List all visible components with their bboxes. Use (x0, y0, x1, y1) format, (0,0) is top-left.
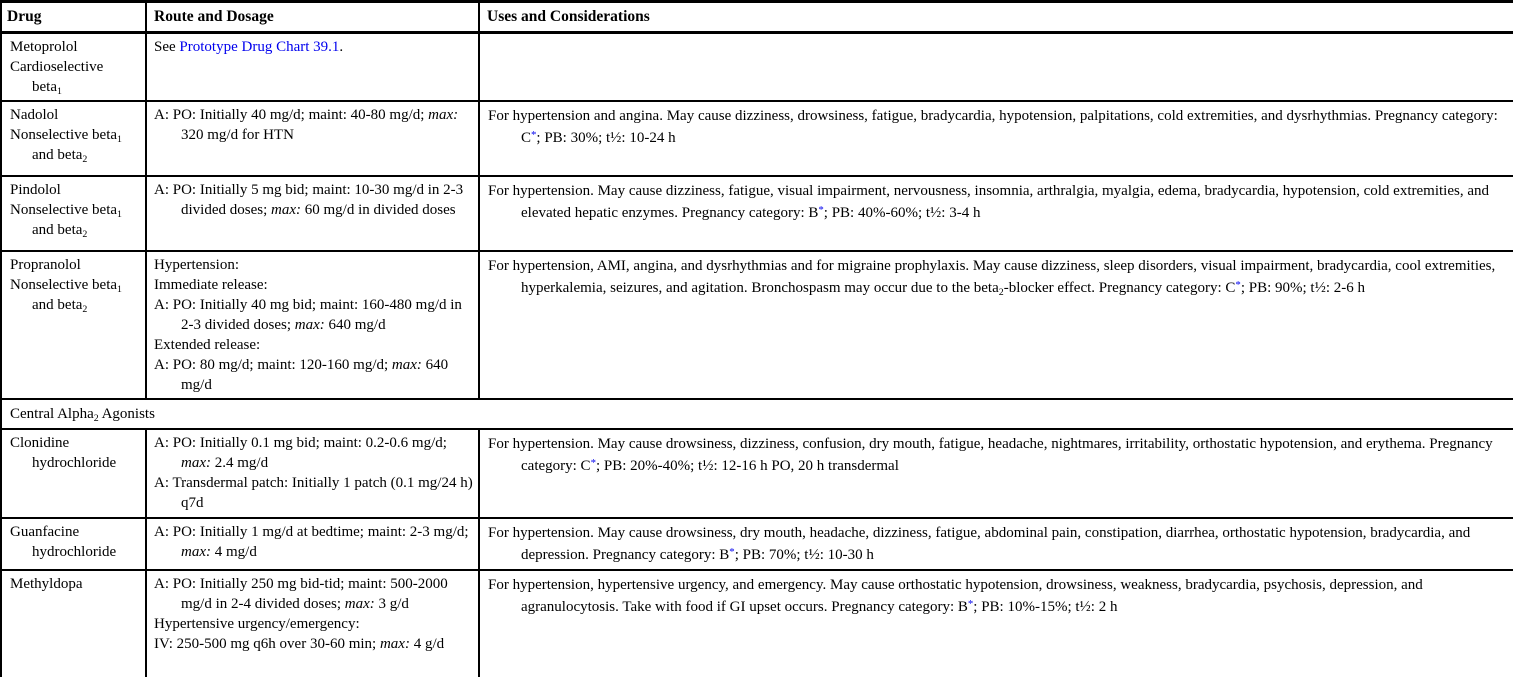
drug-name-line: Cardioselective (10, 59, 104, 75)
route-and-dosage-cell: A: PO: Initially 40 mg/d; maint: 40-80 m… (145, 100, 480, 177)
uses-paragraph: For hypertension. May cause dizziness, f… (488, 183, 1489, 221)
prototype-drug-chart-39-1-link[interactable]: Prototype Drug Chart 39.1 (179, 39, 340, 55)
drug-name-line: and beta2 (32, 222, 88, 240)
uses-and-considerations-cell: For hypertension, AMI, angina, and dysrh… (478, 250, 1513, 400)
uses-paragraph: For hypertension, AMI, angina, and dysrh… (488, 258, 1496, 298)
drug-name-line: Nonselective beta1 (10, 127, 122, 145)
route-dosage-paragraph: Immediate release: (154, 277, 268, 293)
text-segment: max: (344, 596, 375, 612)
drug-cell: Guanfacine hydrochloride (0, 517, 147, 571)
drug-cell: Methyldopa (0, 569, 147, 677)
uses-and-considerations-cell: For hypertension. May cause dizziness, f… (478, 175, 1513, 252)
table-row: Metoprolol Cardioselective beta1 See Proto… (0, 31, 1513, 102)
route-and-dosage-cell: See Prototype Drug Chart 39.1. (145, 31, 480, 102)
drug-name-line: Propranolol (10, 257, 81, 273)
route-dosage-paragraph: Hypertensive urgency/emergency: (154, 616, 360, 632)
route-dosage-paragraph: A: PO: 80 mg/d; maint: 120-160 mg/d; max… (154, 357, 449, 393)
route-and-dosage-cell: A: PO: Initially 250 mg bid-tid; maint: … (145, 569, 480, 677)
route-dosage-paragraph: A: PO: Initially 1 mg/d at bedtime; main… (154, 524, 469, 560)
drug-cell: Propranolol Nonselective beta1 and beta2 (0, 250, 147, 400)
text-segment: max: (379, 636, 410, 652)
uses-and-considerations-cell: For hypertension, hypertensive urgency, … (478, 569, 1513, 677)
text-segment: 1 (117, 283, 122, 295)
drug-name-line: and beta2 (32, 147, 88, 165)
footnote-asterisk: * (1235, 279, 1241, 292)
table-row: Clonidine hydrochloride A: PO: Initially … (0, 428, 1513, 519)
route-dosage-paragraph: Hypertension: (154, 257, 239, 273)
text-segment: 1 (117, 208, 122, 220)
drug-name-line: Metoprolol (10, 39, 78, 55)
table-body: Metoprolol Cardioselective beta1 See Proto… (0, 31, 1513, 677)
drug-name-line: Methyldopa (10, 576, 83, 592)
drug-name-line: Clonidine (10, 435, 70, 451)
drug-name-line: Nadolol (10, 107, 59, 123)
section-header-row: Central Alpha2 Agonists (0, 398, 1513, 430)
footnote-asterisk: * (818, 204, 824, 217)
drug-name-line: Nonselective beta1 (10, 202, 122, 220)
route-dosage-paragraph: A: PO: Initially 40 mg bid; maint: 160-4… (154, 297, 462, 333)
uses-and-considerations-cell: For hypertension and angina. May cause d… (478, 100, 1513, 177)
drug-name-line: Nonselective beta1 (10, 277, 122, 295)
table-row: Pindolol Nonselective beta1 and beta2 A: P… (0, 175, 1513, 252)
route-dosage-paragraph: A: PO: Initially 250 mg bid-tid; maint: … (154, 576, 448, 612)
footnote-asterisk: * (531, 129, 537, 142)
uses-paragraph: For hypertension, hypertensive urgency, … (488, 577, 1423, 615)
text-segment: 2 (82, 153, 88, 165)
drug-cell: Nadolol Nonselective beta1 and beta2 (0, 100, 147, 177)
text-segment: max: (181, 544, 211, 560)
drug-cell: Clonidine hydrochloride (0, 428, 147, 519)
section-header-cell: Central Alpha2 Agonists (0, 398, 1513, 430)
drug-name-line: and beta2 (32, 297, 88, 315)
drug-cell: Pindolol Nonselective beta1 and beta2 (0, 175, 147, 252)
uses-and-considerations-cell (478, 31, 1513, 102)
table-row: Nadolol Nonselective beta1 and beta2 A: PO… (0, 100, 1513, 177)
footnote-asterisk: * (590, 457, 596, 470)
route-dosage-paragraph: A: PO: Initially 5 mg bid; maint: 10-30 … (154, 182, 464, 218)
table-row: Propranolol Nonselective beta1 and beta2 H… (0, 250, 1513, 400)
uses-paragraph: For hypertension. May cause drowsiness, … (488, 436, 1493, 474)
text-segment: 2 (998, 286, 1004, 298)
drug-name-line: Guanfacine (10, 524, 80, 540)
drug-name-line: hydrochloride (32, 544, 117, 560)
route-and-dosage-cell: A: PO: Initially 0.1 mg bid; maint: 0.2-… (145, 428, 480, 519)
text-segment: max: (391, 357, 422, 373)
route-dosage-paragraph: IV: 250-500 mg q6h over 30-60 min; max: … (154, 636, 445, 652)
table-header: Drug Route and Dosage Uses and Considera… (0, 0, 1513, 34)
text-segment: max: (271, 202, 301, 218)
route-and-dosage-cell: A: PO: Initially 5 mg bid; maint: 10-30 … (145, 175, 480, 252)
text-segment: max: (294, 317, 325, 333)
footnote-asterisk: * (729, 546, 735, 559)
text-segment: 2 (82, 228, 88, 240)
column-header-uses-and-considerations: Uses and Considerations (478, 0, 1513, 34)
drug-name-line: beta1 (32, 79, 62, 97)
drug-cell: Metoprolol Cardioselective beta1 (0, 31, 147, 102)
route-dosage-paragraph: See Prototype Drug Chart 39.1. (154, 39, 344, 55)
header-row: Drug Route and Dosage Uses and Considera… (0, 0, 1513, 34)
route-and-dosage-cell: Hypertension: Immediate release: A: PO: In… (145, 250, 480, 400)
text-segment: max: (181, 455, 211, 471)
text-segment: 1 (117, 133, 122, 145)
route-and-dosage-cell: A: PO: Initially 1 mg/d at bedtime; main… (145, 517, 480, 571)
uses-paragraph: For hypertension. May cause drowsiness, … (488, 525, 1471, 563)
column-header-route-and-dosage: Route and Dosage (145, 0, 480, 34)
text-segment: max: (428, 107, 459, 123)
route-dosage-paragraph: A: PO: Initially 0.1 mg bid; maint: 0.2-… (154, 435, 447, 471)
route-dosage-paragraph: A: Transdermal patch: Initially 1 patch … (154, 475, 473, 511)
footnote-asterisk: * (967, 598, 974, 611)
table-row: Guanfacine hydrochloride A: PO: Initially… (0, 517, 1513, 571)
column-header-drug: Drug (0, 0, 147, 34)
table-row: Methyldopa A: PO: Initially 250 mg bid-t… (0, 569, 1513, 677)
text-segment: 2 (82, 303, 88, 315)
uses-paragraph: For hypertension and angina. May cause d… (488, 108, 1498, 146)
text-segment: 2 (93, 412, 99, 424)
uses-and-considerations-cell: For hypertension. May cause drowsiness, … (478, 428, 1513, 519)
drug-name-line: hydrochloride (32, 455, 117, 471)
route-dosage-paragraph: A: PO: Initially 40 mg/d; maint: 40-80 m… (154, 107, 459, 143)
text-segment: 1 (56, 85, 62, 97)
uses-and-considerations-cell: For hypertension. May cause drowsiness, … (478, 517, 1513, 571)
drug-name-line: Pindolol (10, 182, 61, 198)
route-dosage-paragraph: Extended release: (154, 337, 261, 353)
